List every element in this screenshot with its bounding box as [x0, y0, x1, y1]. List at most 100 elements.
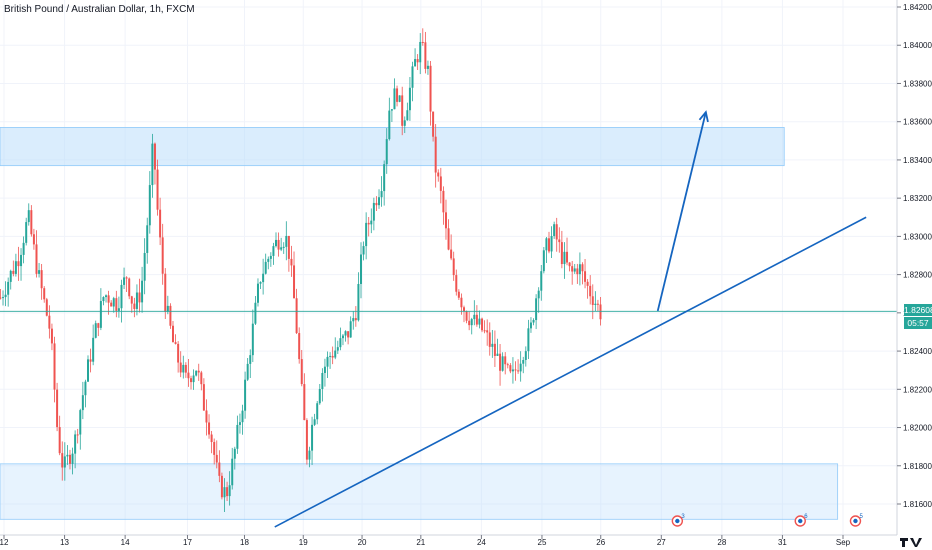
candle-body: [396, 88, 399, 102]
candle-body: [455, 275, 458, 292]
candle-body: [102, 297, 105, 302]
candle-body: [486, 330, 489, 333]
candle-body: [416, 59, 419, 63]
candle-body: [437, 172, 440, 177]
candle-body: [475, 314, 478, 325]
economic-event-count: 6: [804, 514, 808, 520]
candle-body: [349, 321, 352, 338]
candle-body: [439, 176, 442, 191]
candle-body: [220, 475, 223, 498]
price-tick-label: 1.82800: [903, 271, 932, 280]
economic-event-dot: [853, 518, 858, 524]
candle-body: [326, 356, 329, 367]
candle-body: [465, 311, 468, 321]
candle-body: [115, 298, 118, 311]
candle-body: [259, 282, 262, 284]
time-tick-label: Sep: [836, 538, 851, 547]
candle-body: [164, 273, 167, 312]
candle-body: [280, 247, 283, 250]
candle-body: [499, 353, 502, 371]
candle-body: [403, 120, 406, 126]
candle-body: [419, 41, 422, 63]
candle-body: [553, 224, 556, 237]
candle-body: [264, 261, 267, 274]
time-tick-label: 17: [183, 538, 192, 547]
candle-body: [277, 239, 280, 250]
price-tick-label: 1.83400: [903, 156, 932, 165]
candle-body: [79, 410, 82, 435]
candle-body: [393, 88, 396, 110]
candle-body: [233, 448, 236, 459]
candle-body: [506, 364, 509, 366]
zones: [0, 127, 839, 520]
candle-body: [535, 298, 538, 321]
candle-body: [300, 359, 303, 385]
candle-body: [71, 453, 74, 464]
trendline: [274, 216, 867, 528]
candle-body: [524, 351, 527, 360]
candle-body: [22, 242, 25, 255]
candle-body: [213, 442, 216, 455]
candle-body: [231, 458, 234, 486]
candle-body: [452, 258, 455, 276]
candle-body: [599, 304, 602, 320]
candle-body: [295, 298, 298, 334]
candle-body: [414, 59, 417, 67]
candle-body: [89, 359, 92, 362]
candle-body: [481, 318, 484, 331]
candle-body: [9, 270, 12, 282]
candle-body: [94, 323, 97, 338]
candle-body: [99, 301, 102, 328]
candle-body: [184, 364, 187, 373]
candle-body: [228, 485, 231, 497]
candle-body: [66, 454, 69, 457]
candle-body: [97, 323, 100, 328]
candle-body: [210, 434, 213, 443]
candle-body: [540, 271, 543, 291]
candle-body: [450, 249, 453, 259]
candle-body: [56, 389, 59, 428]
candle-body: [236, 424, 239, 449]
candle-body: [202, 384, 205, 411]
grid: [0, 0, 897, 535]
candle-body: [197, 370, 200, 373]
time-tick-label: 25: [538, 538, 547, 547]
candle-body: [578, 264, 581, 275]
candle-body: [262, 273, 265, 283]
time-tick-label: 18: [240, 538, 249, 547]
candle-body: [171, 325, 174, 343]
candle-body: [112, 298, 115, 307]
candle-body: [571, 266, 574, 272]
candle-body: [190, 378, 193, 383]
candle-body: [501, 356, 504, 371]
candle-body: [545, 238, 548, 251]
candle-body: [504, 356, 507, 365]
candle-body: [581, 264, 584, 272]
candle-body: [32, 234, 35, 245]
candle-body: [555, 224, 558, 240]
candle-body: [329, 355, 332, 357]
candle-body: [117, 308, 120, 311]
candle-body: [447, 228, 450, 250]
candle-body: [74, 434, 77, 454]
candle-body: [378, 197, 381, 206]
candle-body: [285, 235, 288, 247]
time-tick-label: 27: [657, 538, 666, 547]
candle-body: [468, 320, 471, 326]
candle-body: [566, 251, 569, 263]
candle-body: [215, 454, 218, 463]
candle-body: [123, 277, 126, 285]
candle-body: [406, 110, 409, 121]
candle-body: [305, 420, 308, 460]
candle-body: [267, 258, 270, 262]
candle-body: [408, 87, 411, 111]
candle-body: [563, 251, 566, 265]
candle-body: [339, 338, 342, 348]
candle-body: [488, 332, 491, 347]
candle-body: [174, 342, 177, 344]
candle-body: [40, 270, 43, 289]
candle-body: [594, 303, 597, 305]
candle-body: [138, 292, 141, 303]
candle-body: [321, 372, 324, 390]
